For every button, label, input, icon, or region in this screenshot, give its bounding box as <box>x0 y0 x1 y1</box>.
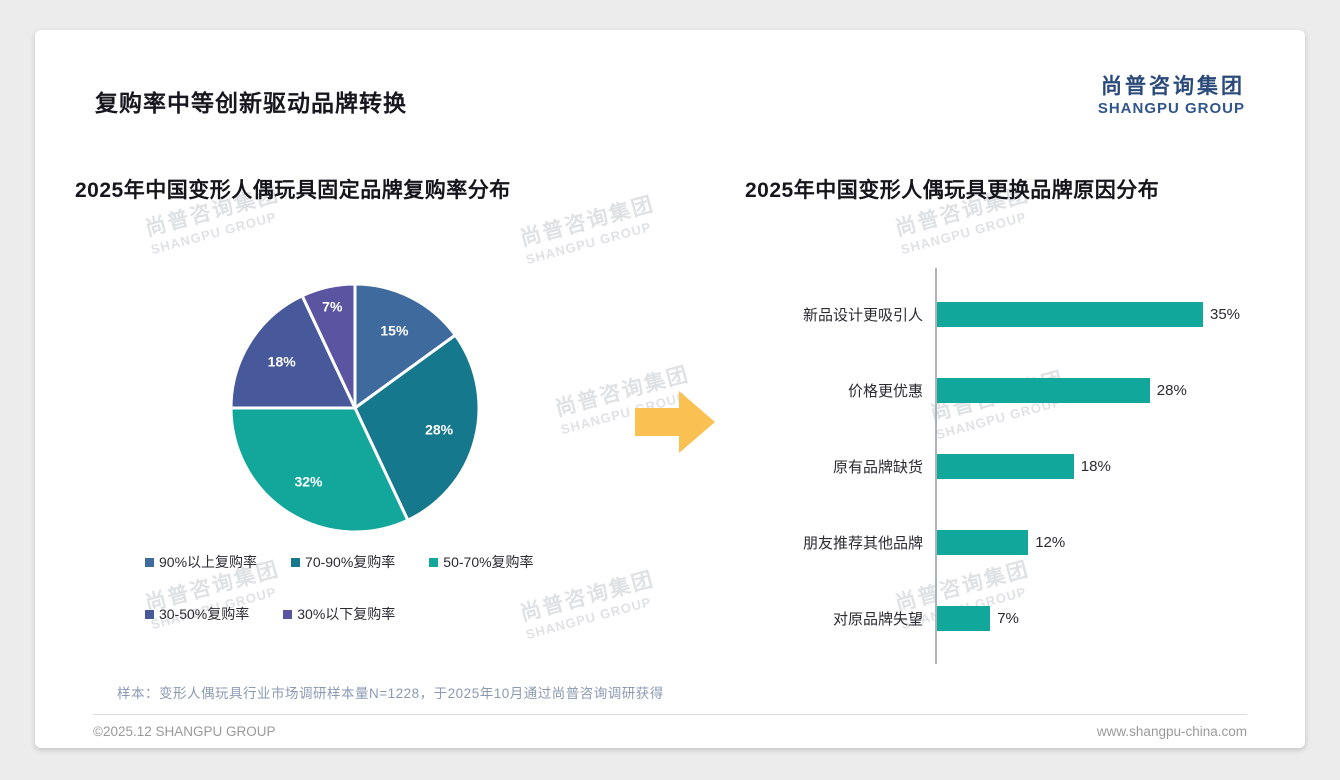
bar-value-label: 28% <box>1156 381 1187 399</box>
bar-value-label: 35% <box>1210 305 1241 323</box>
bar-category-label: 朋友推荐其他品牌 <box>802 534 923 552</box>
pie-slice-label: 18% <box>268 354 297 370</box>
right-arrow-shape <box>635 391 715 453</box>
bar-category-label: 价格更优惠 <box>847 382 923 400</box>
pie-chart-title: 2025年中国变形人偶玩具固定品牌复购率分布 <box>75 179 511 202</box>
bar-category-label: 原有品牌缺货 <box>832 458 923 476</box>
legend-item: 50-70%复购率 <box>429 552 534 572</box>
right-arrow-icon <box>635 391 715 453</box>
legend-swatch <box>291 557 301 567</box>
bar <box>937 301 1203 327</box>
company-logo: 尚普咨询集团 SHANGPU GROUP <box>1098 70 1245 117</box>
bar-chart-labels: 新品设计更吸引人价格更优惠原有品牌缺货朋友推荐其他品牌对原品牌失望 <box>745 268 935 664</box>
pie-legend: 90%以上复购率 70-90%复购率 50-70%复购率 30-50%复购率 30%以下… <box>145 552 615 624</box>
content: 2025年中国变形人偶玩具固定品牌复购率分布 15% 28% 32% 18% 7% 90… <box>35 118 1305 664</box>
bar-value-label: 18% <box>1080 457 1111 475</box>
pie-chart: 15% 28% 32% 18% 7% <box>229 282 481 534</box>
legend-label: 30%以下复购率 <box>297 606 396 622</box>
bar <box>937 605 991 631</box>
pie-slice-label: 15% <box>380 323 409 339</box>
bar-category-label: 新品设计更吸引人 <box>802 306 923 324</box>
footer: ©2025.12 SHANGPU GROUP www.shangpu-china… <box>93 714 1247 739</box>
legend-item: 90%以上复购率 <box>145 552 257 572</box>
pie-slice <box>229 406 410 534</box>
bar-row: 12% <box>937 504 1259 580</box>
logo-english-text: SHANGPU GROUP <box>1097 100 1245 117</box>
pie-slice <box>300 282 357 410</box>
bar <box>937 453 1074 479</box>
bar <box>937 377 1150 403</box>
legend-swatch <box>145 609 154 619</box>
legend-label: 50-70%复购率 <box>443 554 534 570</box>
pie-chart-panel: 2025年中国变形人偶玩具固定品牌复购率分布 15% 28% 32% 18% 7% 90… <box>75 174 635 624</box>
bar-chart: 新品设计更吸引人价格更优惠原有品牌缺货朋友推荐其他品牌对原品牌失望 35% 28%… <box>745 268 1259 664</box>
bar-category-label: 对原品牌失望 <box>832 610 923 628</box>
bar-chart-panel: 2025年中国变形人偶玩具更换品牌原因分布 新品设计更吸引人价格更优惠原有品牌缺… <box>745 174 1259 664</box>
pie-slice-label: 32% <box>294 473 323 489</box>
legend-label: 90%以上复购率 <box>159 554 258 570</box>
pie-slice-label: 7% <box>322 298 343 314</box>
pie-slice-label: 28% <box>425 422 454 438</box>
website-url: www.shangpu-china.com <box>1096 724 1247 739</box>
sample-note: 样本：变形人偶玩具行业市场调研样本量N=1228，于2025年10月通过尚普咨询… <box>117 686 664 701</box>
legend-item: 30%以下复购率 <box>283 604 395 624</box>
bar-value-label: 12% <box>1035 533 1066 551</box>
bar-row: 7% <box>937 580 1259 656</box>
bar-chart-bars: 35% 28% 18% 12% 7% <box>935 268 1259 664</box>
legend-swatch <box>145 557 154 567</box>
bar-value-label: 7% <box>997 609 1019 627</box>
legend-label: 30-50%复购率 <box>159 606 250 622</box>
logo-chinese-text: 尚普咨询集团 <box>1101 75 1245 98</box>
slide-card: 尚普咨询集团 SHANGPU GROUP 尚普咨询集团 SHANGPU GROUP 尚普… <box>35 30 1305 748</box>
bar-row: 35% <box>937 276 1259 352</box>
legend-swatch <box>429 557 439 567</box>
bar-row: 28% <box>937 352 1259 428</box>
pie-slice <box>353 333 481 522</box>
header: 复购率中等创新驱动品牌转换 尚普咨询集团 SHANGPU GROUP <box>35 30 1305 118</box>
page-title: 复购率中等创新驱动品牌转换 <box>95 90 407 116</box>
bar <box>937 529 1029 555</box>
copyright-text: ©2025.12 SHANGPU GROUP <box>93 724 276 739</box>
legend-item: 30-50%复购率 <box>145 604 249 624</box>
legend-label: 70-90%复购率 <box>305 554 396 570</box>
legend-item: 70-90%复购率 <box>291 552 395 572</box>
bar-chart-title: 2025年中国变形人偶玩具更换品牌原因分布 <box>745 179 1160 202</box>
bar-row: 18% <box>937 428 1259 504</box>
pie-slice <box>353 282 457 410</box>
legend-swatch <box>283 609 293 619</box>
pie-slice <box>229 294 357 410</box>
transition-arrow <box>635 389 717 460</box>
